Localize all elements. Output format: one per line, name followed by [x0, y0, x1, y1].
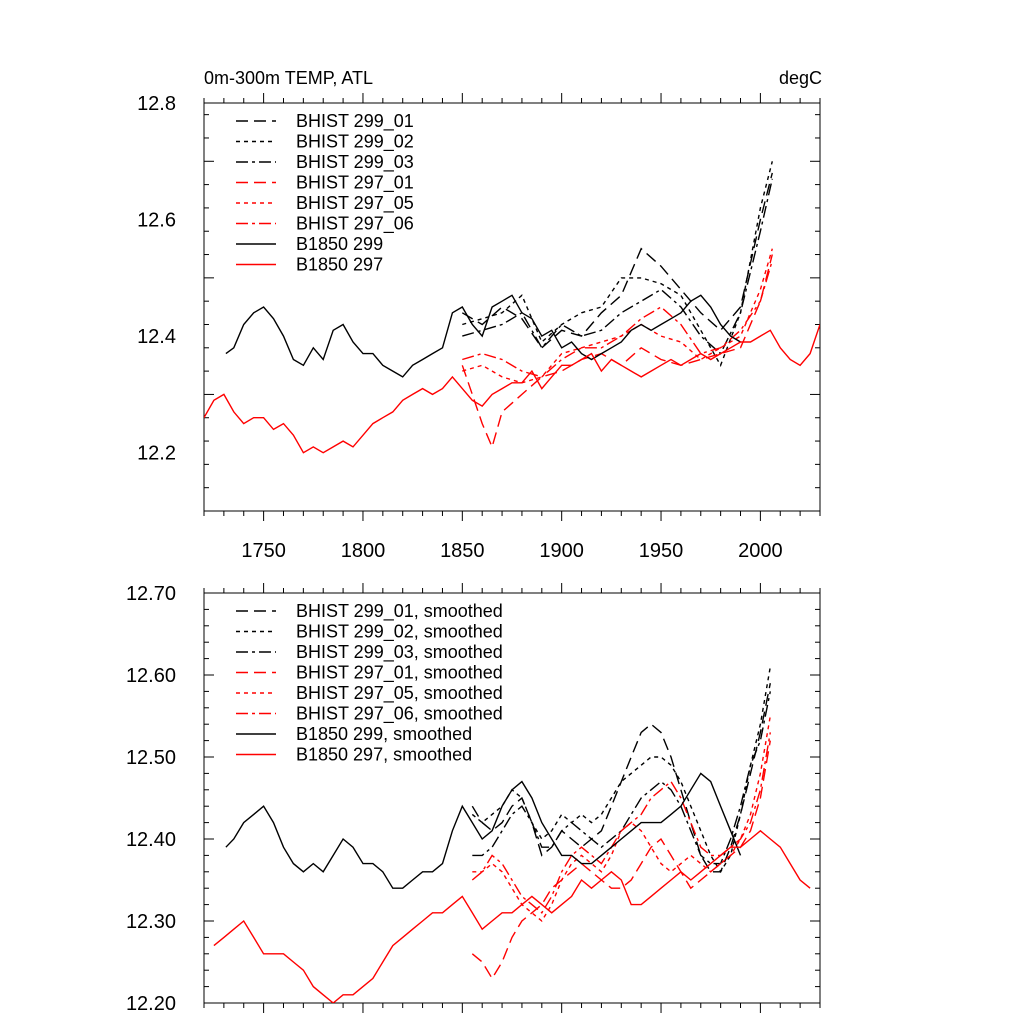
legend-label: B1850 299 [296, 234, 383, 254]
series-line-7 [213, 829, 811, 1003]
x-tick-label: 1800 [341, 540, 386, 562]
series-line-5 [471, 732, 771, 914]
y-tick-label: 12.20 [126, 993, 176, 1015]
x-tick-label: 1950 [639, 540, 684, 562]
legend-label: BHIST 297_05, smoothed [296, 683, 503, 704]
series-line-0 [461, 172, 773, 349]
plot-frame [203, 592, 821, 1004]
y-tick-label: 12.8 [137, 93, 176, 115]
legend-label: BHIST 297_06 [296, 214, 414, 235]
y-tick-label: 12.40 [126, 829, 176, 851]
legend-label: BHIST 297_01, smoothed [296, 663, 503, 684]
legend-label: BHIST 299_01 [296, 111, 414, 132]
legend-label: BHIST 299_01, smoothed [296, 601, 503, 622]
series-line-0 [471, 683, 771, 873]
y-tick-label: 12.4 [137, 326, 176, 348]
series-line-7 [204, 324, 820, 454]
y-tick-label: 12.2 [137, 443, 176, 465]
series-line-5 [462, 260, 773, 378]
series-line-2 [462, 178, 773, 355]
legend-label: BHIST 299_02, smoothed [296, 622, 503, 643]
top-panel-title: 0m-300m TEMP, ATL [204, 68, 373, 88]
legend-label: BHIST 297_01 [296, 173, 414, 194]
legend-label: BHIST 297_05 [296, 193, 414, 214]
top-panel-chart: 0m-300m TEMP, ATL degC 12.2 12.4 12.6 12.8 1… [137, 68, 822, 562]
legend-label: B1850 297, smoothed [296, 745, 472, 765]
series-line-2 [472, 691, 771, 865]
series-line-1 [471, 666, 771, 874]
x-tick-label: 1750 [241, 540, 286, 562]
x-tick-label: 1900 [539, 540, 584, 562]
legend-label: BHIST 299_03 [296, 152, 414, 173]
series-line-6 [225, 772, 742, 889]
y-tick-label: 12.30 [126, 911, 176, 933]
legend-label: BHIST 297_06, smoothed [296, 704, 503, 725]
series-line-3 [471, 740, 771, 980]
y-tick-label: 12.60 [126, 665, 176, 687]
x-tick-label: 1850 [440, 540, 485, 562]
plot-frame [203, 102, 821, 512]
y-tick-label: 12.70 [126, 583, 176, 605]
legend-label: BHIST 299_02 [296, 132, 414, 153]
y-tick-label: 12.50 [126, 747, 176, 769]
series-line-6 [225, 294, 741, 378]
x-tick-label: 2000 [738, 540, 783, 562]
top-panel-units: degC [779, 68, 822, 88]
series-line-1 [462, 161, 773, 367]
legend-label: B1850 299, smoothed [296, 724, 472, 744]
legend-label: B1850 297 [296, 255, 383, 275]
legend-label: BHIST 299_03, smoothed [296, 642, 503, 663]
bottom-panel-chart: 12.20 12.30 12.40 12.50 12.60 12.70 BHIST 299_… [126, 583, 821, 1015]
y-tick-label: 12.6 [137, 210, 176, 232]
